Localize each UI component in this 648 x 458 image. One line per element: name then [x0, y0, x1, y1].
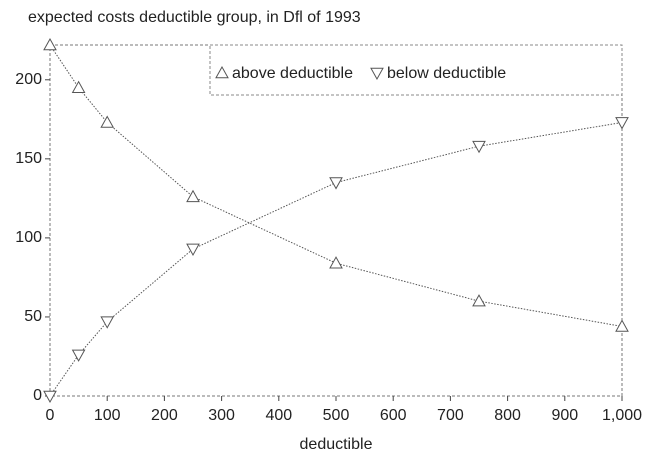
- x-tick-label: 300: [208, 407, 235, 424]
- legend-label: below deductible: [387, 65, 506, 82]
- point-marker: [472, 294, 486, 307]
- legend-marker: [215, 65, 229, 79]
- y-tick-label: 150: [15, 150, 42, 167]
- point-marker: [472, 140, 486, 154]
- chart-title: expected costs deductible group, in Dfl …: [28, 9, 361, 26]
- point-marker: [329, 177, 343, 190]
- point-marker: [100, 316, 115, 329]
- x-tick-label: 700: [437, 407, 464, 424]
- point-marker: [329, 256, 343, 269]
- point-marker: [186, 243, 200, 256]
- legend-label: above deductible: [232, 65, 353, 82]
- y-tick-label: 50: [24, 308, 42, 325]
- x-tick-label: 500: [323, 407, 350, 424]
- x-axis-label: deductible: [300, 436, 373, 453]
- plot-frame: [49, 44, 623, 397]
- point-marker: [100, 115, 115, 128]
- x-tick-label: 1,000: [602, 407, 642, 424]
- x-tick-label: 0: [46, 407, 55, 424]
- point-marker: [615, 117, 629, 130]
- point-marker: [71, 80, 86, 93]
- legend-marker: [370, 67, 384, 81]
- legend-box: [209, 44, 623, 96]
- x-tick-label: 100: [94, 407, 121, 424]
- y-tick-label: 100: [15, 229, 42, 246]
- y-tick-label: 200: [15, 71, 42, 88]
- point-marker: [43, 390, 57, 404]
- x-tick-label: 800: [494, 407, 521, 424]
- x-tick-label: 600: [380, 407, 407, 424]
- point-marker: [186, 189, 200, 203]
- point-marker: [615, 319, 629, 332]
- x-tick-label: 900: [551, 407, 578, 424]
- y-tick-label: 0: [33, 387, 42, 404]
- point-marker: [71, 349, 86, 362]
- point-marker: [43, 37, 57, 51]
- x-tick-label: 200: [151, 407, 178, 424]
- x-tick-label: 400: [265, 407, 292, 424]
